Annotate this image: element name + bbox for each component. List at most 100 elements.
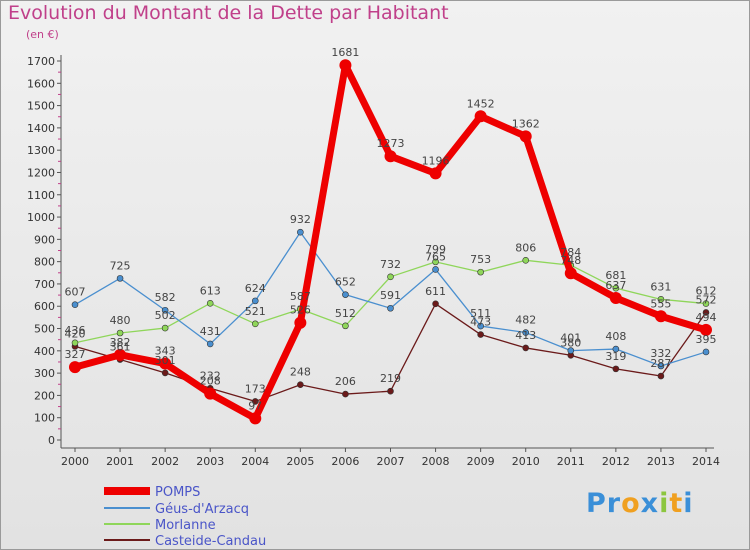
data-point <box>249 412 262 425</box>
data-point <box>702 348 710 356</box>
data-point <box>432 258 439 266</box>
y-tick-label: 600 <box>34 300 55 313</box>
data-point <box>342 390 349 398</box>
data-point <box>522 257 530 264</box>
logo-letter: Pr <box>586 488 622 519</box>
data-label: 319 <box>605 350 626 363</box>
proxiti-logo: Proxiti <box>586 488 694 519</box>
data-point <box>114 348 127 361</box>
y-tick-label: 1600 <box>27 77 55 90</box>
legend-label: Morlanne <box>155 518 216 533</box>
data-point <box>339 59 352 72</box>
data-label: 502 <box>155 309 176 322</box>
data-point <box>477 331 484 338</box>
data-point <box>342 322 349 330</box>
data-point <box>522 329 530 336</box>
data-point <box>159 357 172 370</box>
data-label: 1273 <box>377 137 405 150</box>
data-label: 395 <box>696 333 717 346</box>
data-label: 631 <box>650 280 671 293</box>
data-point <box>609 291 622 304</box>
data-point <box>297 381 304 389</box>
data-point <box>297 228 304 236</box>
data-label: 732 <box>380 258 401 271</box>
data-label: 806 <box>515 241 536 254</box>
data-point <box>702 300 710 307</box>
data-point <box>251 320 259 328</box>
data-label: 380 <box>560 336 581 349</box>
x-tick-label: 2000 <box>61 455 89 468</box>
data-point <box>206 340 214 348</box>
data-point <box>116 329 124 337</box>
chart-unit: (en €) <box>26 28 59 41</box>
data-label: 1362 <box>512 117 540 130</box>
data-point <box>612 284 620 292</box>
logo-letter: t <box>669 488 684 519</box>
data-label: 301 <box>155 354 176 367</box>
data-label: 473 <box>470 316 491 329</box>
x-tick-label: 2009 <box>467 455 495 468</box>
data-label: 401 <box>560 332 581 345</box>
y-tick-label: 1200 <box>27 166 55 179</box>
y-tick-label: 1500 <box>27 100 55 113</box>
axes: 0 100 200 300 400 500 600 700 800 900 1000 1100 1200… <box>27 55 720 468</box>
data-label: 206 <box>335 375 356 388</box>
data-label: 932 <box>290 213 311 226</box>
data-point <box>387 273 394 281</box>
data-point <box>522 344 530 352</box>
data-label: 436 <box>65 324 86 337</box>
x-tick-label: 2002 <box>151 455 179 468</box>
data-label: 753 <box>470 253 491 266</box>
legend: POMPS Géus-d'ArzacqMorlanneCasteide-Canda… <box>104 485 266 549</box>
data-point <box>251 297 259 305</box>
x-tick-label: 2001 <box>106 455 134 468</box>
y-tick-label: 200 <box>34 389 55 402</box>
data-point <box>432 266 439 273</box>
x-tick-label: 2010 <box>512 455 540 468</box>
data-point <box>477 268 484 276</box>
data-label: 332 <box>650 347 671 360</box>
data-point <box>519 130 532 143</box>
x-tick-label: 2007 <box>377 455 405 468</box>
data-label: 97 <box>248 399 262 412</box>
x-tick-label: 2005 <box>286 455 314 468</box>
data-point <box>342 291 349 298</box>
data-point <box>654 310 667 323</box>
data-label: 582 <box>155 291 176 304</box>
data-point <box>432 300 439 308</box>
x-tick-label: 2006 <box>331 455 359 468</box>
x-tick-label: 2012 <box>602 455 630 468</box>
data-label: 748 <box>560 254 581 267</box>
y-tick-label: 500 <box>34 323 55 336</box>
legend-label: Géus-d'Arzacq <box>155 502 249 517</box>
data-label: 572 <box>696 293 717 306</box>
data-point <box>251 398 259 405</box>
x-tick-label: 2008 <box>422 455 450 468</box>
data-label: 494 <box>696 311 717 324</box>
data-label: 765 <box>425 250 446 263</box>
data-label: 482 <box>515 314 536 327</box>
data-point <box>657 296 665 303</box>
data-point <box>567 347 575 354</box>
data-label: 343 <box>155 345 176 358</box>
data-point <box>387 304 394 312</box>
data-point <box>69 361 81 374</box>
data-point <box>71 339 79 347</box>
y-tick-label: 1100 <box>27 189 55 202</box>
x-tick-label: 2011 <box>557 455 585 468</box>
data-point <box>612 365 620 373</box>
data-label: 1196 <box>422 154 450 167</box>
data-label: 784 <box>560 246 581 259</box>
data-label: 512 <box>335 307 356 320</box>
x-tick-label: 2004 <box>241 455 269 468</box>
data-label: 526 <box>290 304 311 317</box>
data-label: 327 <box>65 348 86 361</box>
data-point <box>702 309 710 316</box>
data-label: 408 <box>605 330 626 343</box>
y-tick-label: 1300 <box>27 144 55 157</box>
plot-area <box>69 59 712 425</box>
data-label: 1681 <box>331 46 359 59</box>
y-tick-label: 1700 <box>27 55 55 68</box>
